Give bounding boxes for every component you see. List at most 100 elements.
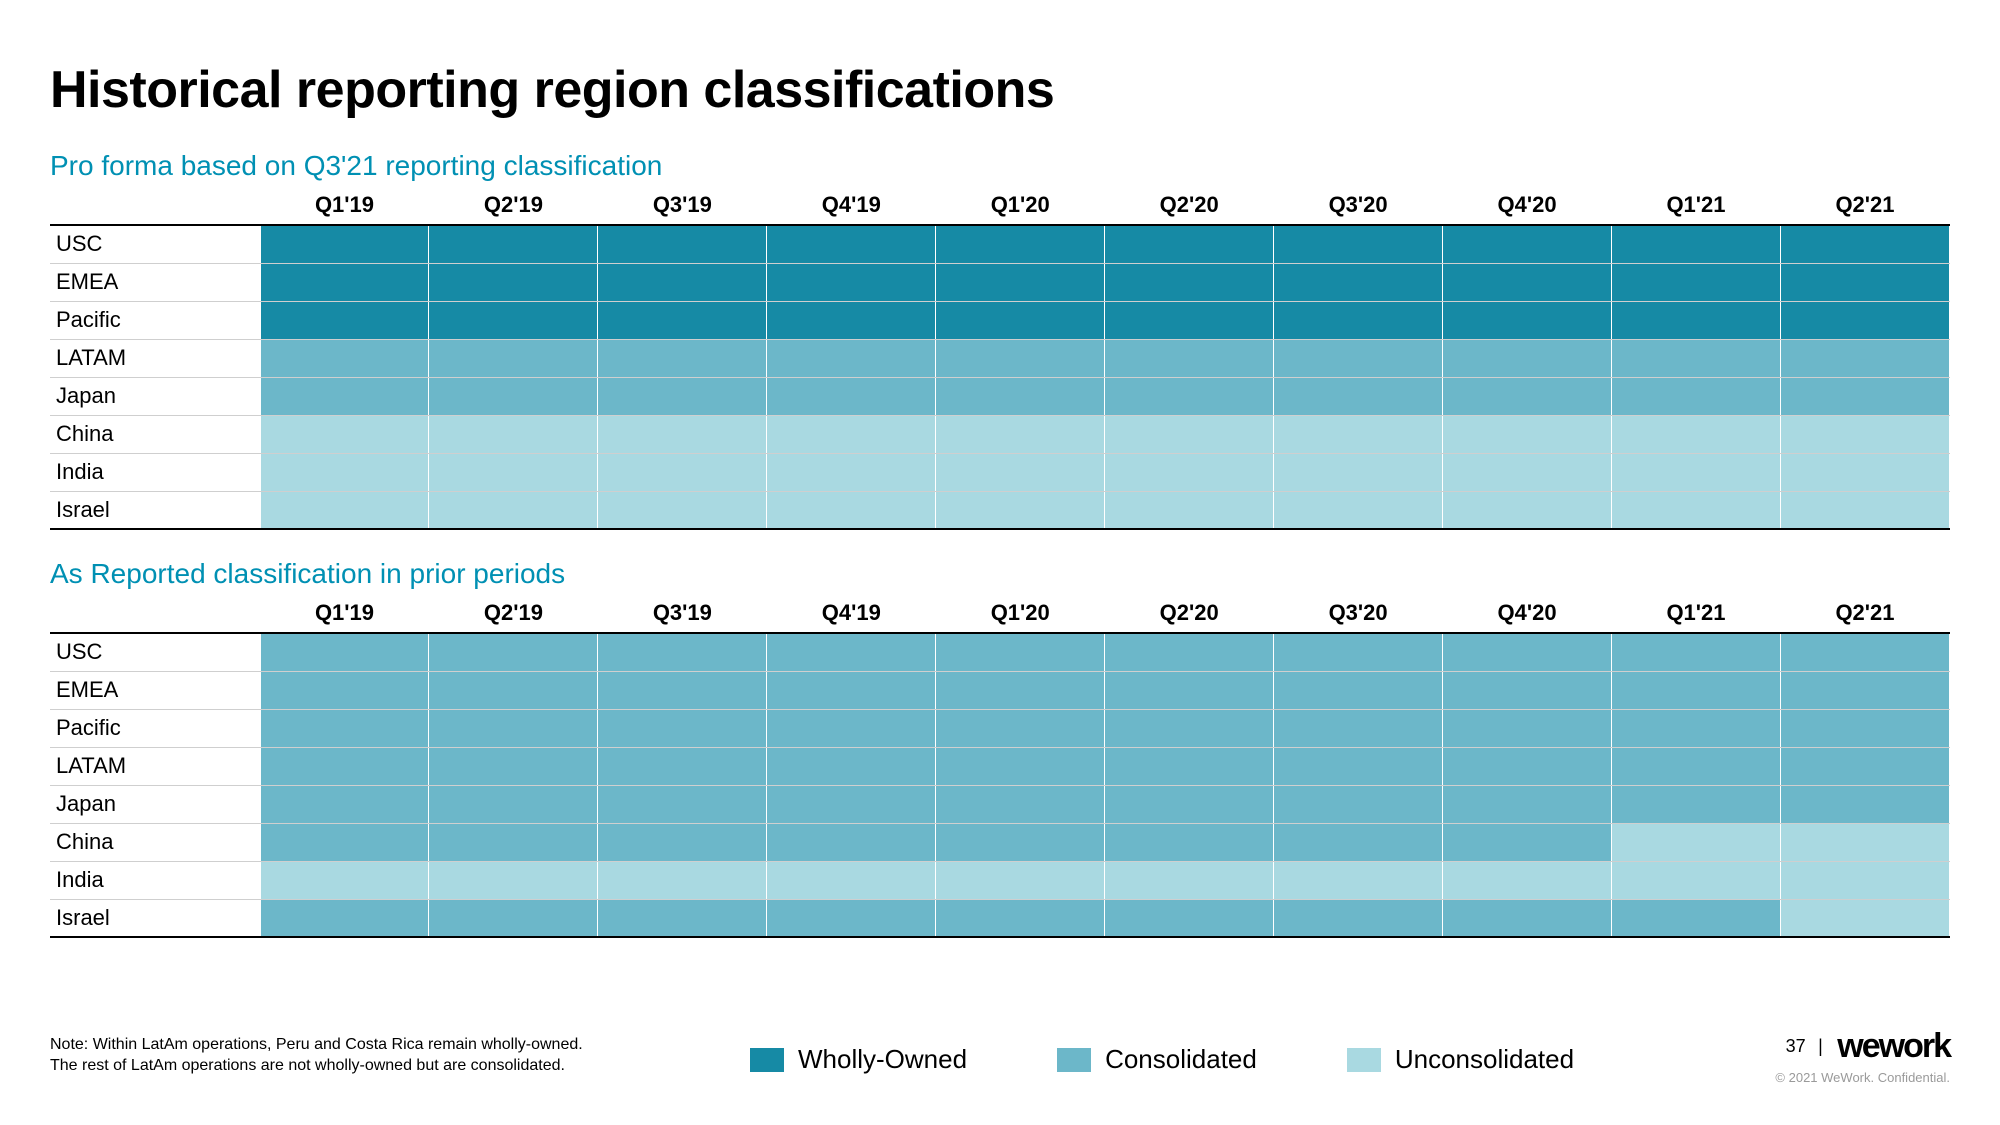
row-label: USC <box>50 633 260 671</box>
column-header: Q1'19 <box>260 596 429 633</box>
heatmap-cell <box>1780 747 1949 785</box>
asreported-table: Q1'19Q2'19Q3'19Q4'19Q1'20Q2'20Q3'20Q4'20… <box>50 596 1950 938</box>
swatch-wholly-icon <box>750 1048 784 1072</box>
table-row: Pacific <box>50 709 1950 747</box>
row-label: Japan <box>50 785 260 823</box>
column-header: Q1'20 <box>936 596 1105 633</box>
heatmap-cell <box>767 491 936 529</box>
heatmap-cell <box>1612 861 1781 899</box>
heatmap-cell <box>1780 225 1949 263</box>
table-row: EMEA <box>50 263 1950 301</box>
heatmap-cell <box>1105 709 1274 747</box>
heatmap-cell <box>598 377 767 415</box>
heatmap-cell <box>1443 747 1612 785</box>
table-row: USC <box>50 225 1950 263</box>
heatmap-cell <box>936 823 1105 861</box>
row-label: India <box>50 453 260 491</box>
heatmap-cell <box>1780 301 1949 339</box>
heatmap-cell <box>936 415 1105 453</box>
footnote-line2: The rest of LatAm operations are not who… <box>50 1055 583 1077</box>
heatmap-cell <box>429 671 598 709</box>
heatmap-cell <box>1443 377 1612 415</box>
heatmap-cell <box>598 633 767 671</box>
heatmap-cell <box>1780 823 1949 861</box>
heatmap-cell <box>1443 339 1612 377</box>
column-header: Q1'20 <box>936 188 1105 225</box>
heatmap-cell <box>1274 453 1443 491</box>
header-blank <box>50 188 260 225</box>
row-label: China <box>50 823 260 861</box>
table-row: Pacific <box>50 301 1950 339</box>
heatmap-cell <box>767 633 936 671</box>
heatmap-cell <box>429 339 598 377</box>
heatmap-cell <box>260 377 429 415</box>
heatmap-cell <box>1612 453 1781 491</box>
table-row: Israel <box>50 899 1950 937</box>
swatch-unconsolidated-icon <box>1347 1048 1381 1072</box>
table-row: India <box>50 453 1950 491</box>
page-title: Historical reporting region classificati… <box>50 60 1950 120</box>
heatmap-cell <box>429 823 598 861</box>
table-row: India <box>50 861 1950 899</box>
heatmap-cell <box>936 301 1105 339</box>
heatmap-cell <box>1274 415 1443 453</box>
heatmap-cell <box>767 225 936 263</box>
heatmap-cell <box>1443 301 1612 339</box>
legend-item-wholly: Wholly-Owned <box>750 1044 967 1075</box>
heatmap-cell <box>1443 709 1612 747</box>
heatmap-cell <box>598 415 767 453</box>
heatmap-cell <box>767 453 936 491</box>
row-label: Pacific <box>50 709 260 747</box>
asreported-block: As Reported classification in prior peri… <box>50 558 1950 938</box>
heatmap-cell <box>1105 301 1274 339</box>
heatmap-cell <box>767 709 936 747</box>
heatmap-cell <box>1780 785 1949 823</box>
heatmap-cell <box>598 823 767 861</box>
heatmap-cell <box>936 633 1105 671</box>
row-label: Pacific <box>50 301 260 339</box>
heatmap-cell <box>1443 415 1612 453</box>
heatmap-cell <box>1105 671 1274 709</box>
confidential-text: © 2021 WeWork. Confidential. <box>1775 1070 1950 1085</box>
heatmap-cell <box>936 339 1105 377</box>
column-header: Q4'20 <box>1443 596 1612 633</box>
legend-item-unconsolidated: Unconsolidated <box>1347 1044 1574 1075</box>
heatmap-cell <box>1443 263 1612 301</box>
heatmap-cell <box>1612 747 1781 785</box>
heatmap-cell <box>260 899 429 937</box>
swatch-consolidated-icon <box>1057 1048 1091 1072</box>
heatmap-cell <box>1443 633 1612 671</box>
heatmap-cell <box>598 709 767 747</box>
heatmap-cell <box>1274 785 1443 823</box>
heatmap-cell <box>1443 671 1612 709</box>
heatmap-cell <box>598 785 767 823</box>
heatmap-cell <box>1780 709 1949 747</box>
heatmap-cell <box>1443 785 1612 823</box>
heatmap-cell <box>1780 263 1949 301</box>
heatmap-cell <box>767 339 936 377</box>
heatmap-cell <box>1780 491 1949 529</box>
heatmap-cell <box>1105 785 1274 823</box>
column-header: Q2'21 <box>1780 188 1949 225</box>
heatmap-cell <box>429 633 598 671</box>
page-number: 37 <box>1786 1036 1806 1057</box>
column-header: Q2'19 <box>429 596 598 633</box>
heatmap-cell <box>1780 899 1949 937</box>
row-label: LATAM <box>50 747 260 785</box>
heatmap-cell <box>260 633 429 671</box>
heatmap-cell <box>1780 453 1949 491</box>
heatmap-cell <box>1105 861 1274 899</box>
heatmap-cell <box>1105 899 1274 937</box>
heatmap-cell <box>767 301 936 339</box>
heatmap-cell <box>767 785 936 823</box>
proforma-block: Pro forma based on Q3'21 reporting class… <box>50 150 1950 530</box>
column-header: Q2'20 <box>1105 188 1274 225</box>
heatmap-cell <box>260 415 429 453</box>
heatmap-cell <box>429 377 598 415</box>
heatmap-cell <box>598 301 767 339</box>
heatmap-cell <box>767 671 936 709</box>
heatmap-cell <box>1274 225 1443 263</box>
heatmap-cell <box>1443 861 1612 899</box>
heatmap-cell <box>1612 671 1781 709</box>
proforma-subtitle: Pro forma based on Q3'21 reporting class… <box>50 150 1950 182</box>
